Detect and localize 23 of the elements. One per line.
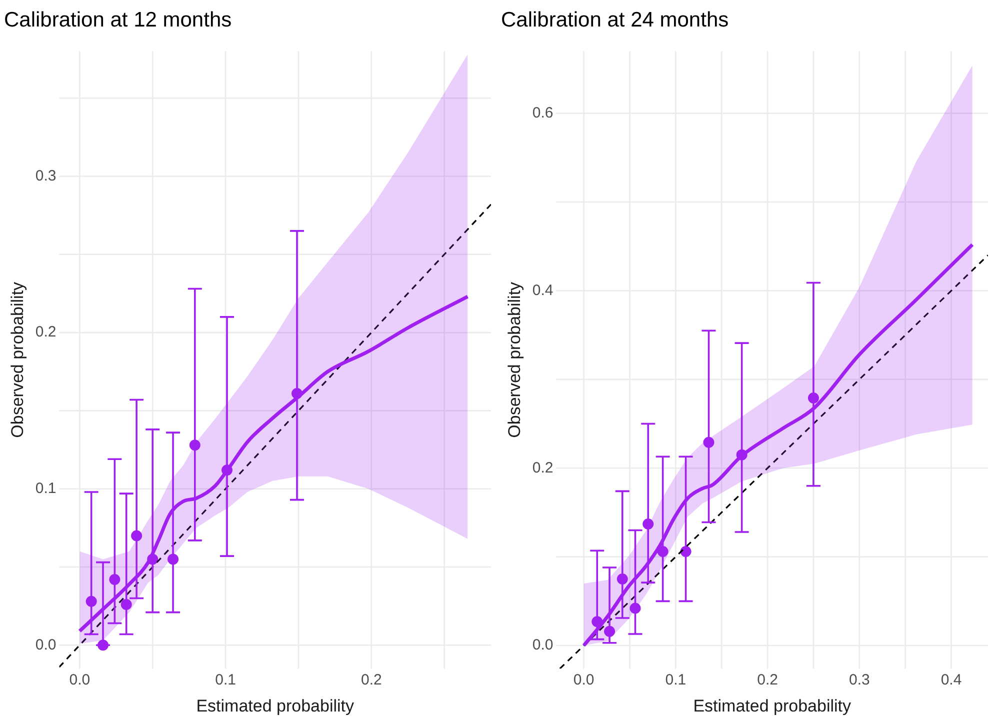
x-tick-label: 0.3 bbox=[848, 672, 870, 689]
y-tick-label: 0.4 bbox=[532, 282, 554, 299]
x-tick-label: 0.0 bbox=[573, 672, 594, 689]
y-tick-label: 0.1 bbox=[35, 480, 56, 497]
x-axis-title: Estimated probability bbox=[196, 696, 355, 716]
y-axis-title: Observed probability bbox=[504, 281, 524, 438]
y-tick-label: 0.0 bbox=[35, 636, 56, 654]
x-tick-label: 0.4 bbox=[940, 672, 962, 689]
x-tick-label: 0.2 bbox=[757, 672, 778, 689]
y-tick-label: 0.3 bbox=[35, 167, 56, 184]
y-tick-label: 0.2 bbox=[532, 459, 554, 476]
y-tick-label: 0.0 bbox=[532, 636, 554, 654]
x-tick-label: 0.1 bbox=[665, 672, 686, 689]
x-tick-label: 0.1 bbox=[215, 672, 236, 689]
x-axis-title: Estimated probability bbox=[693, 696, 852, 716]
line-series bbox=[582, 242, 974, 648]
chart-title: Calibration at 12 months bbox=[4, 8, 232, 32]
x-tick-label: 0.0 bbox=[69, 672, 90, 689]
y-tick-label: 0.2 bbox=[35, 324, 56, 341]
chart-title: Calibration at 24 months bbox=[501, 8, 729, 32]
y-tick-label: 0.6 bbox=[532, 104, 554, 122]
y-axis-title: Observed probability bbox=[8, 281, 27, 438]
x-tick-label: 0.2 bbox=[360, 672, 382, 689]
